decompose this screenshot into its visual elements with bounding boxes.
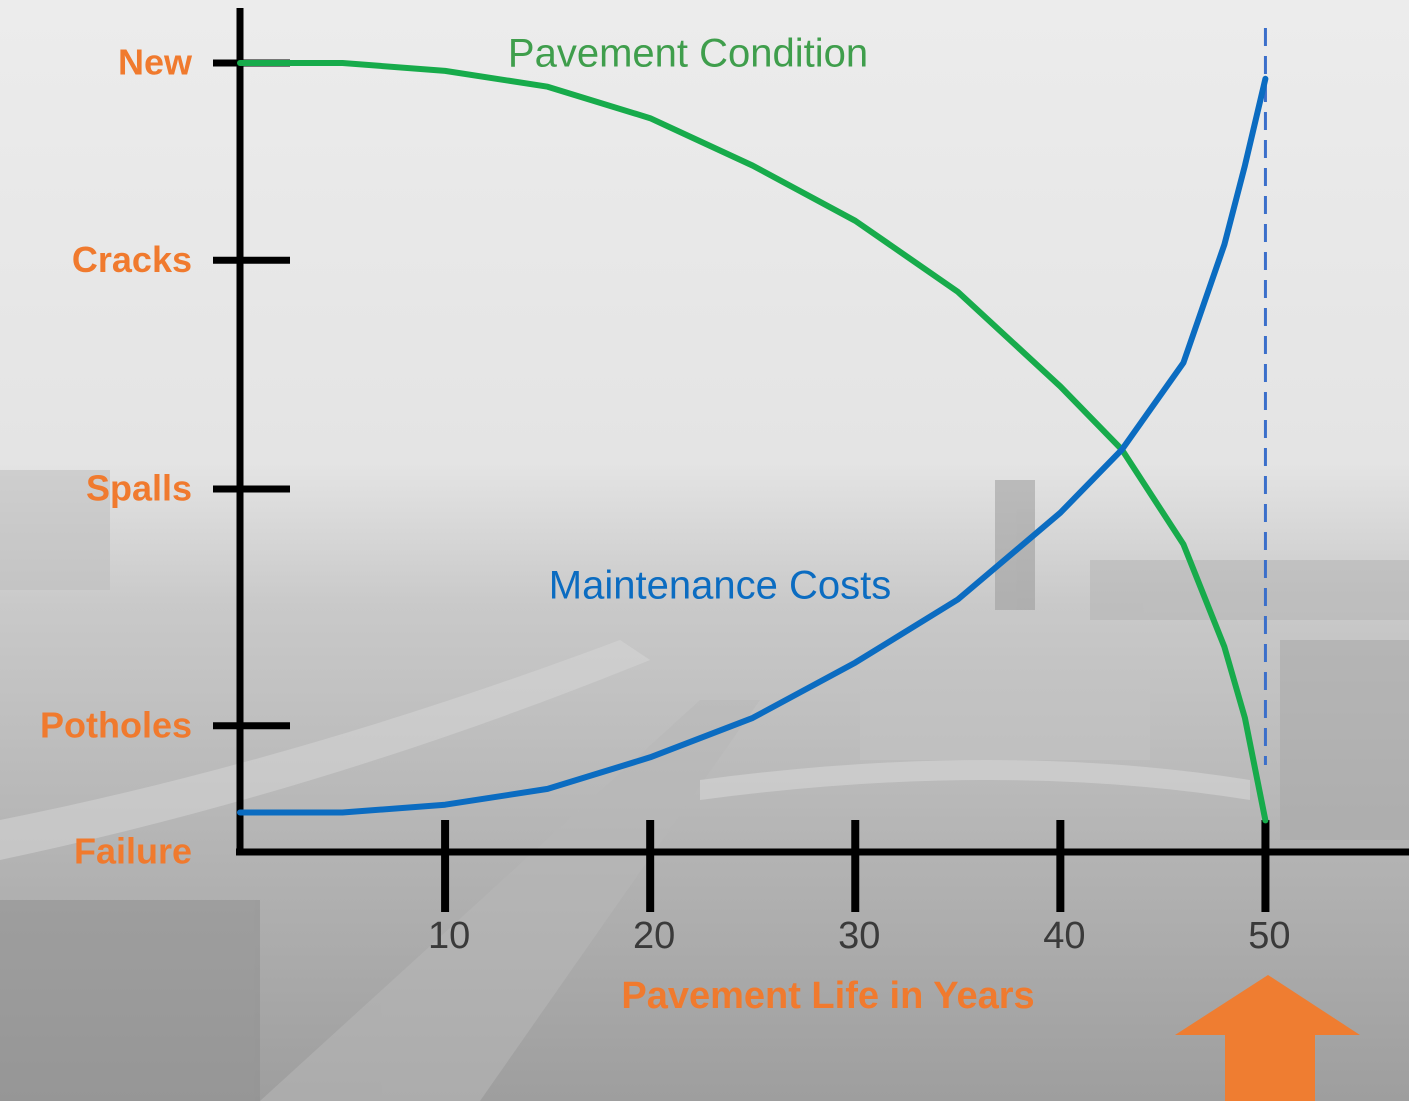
x-tick-label: 30 — [838, 915, 880, 957]
y-tick-label: Failure — [74, 831, 192, 872]
series-label: Maintenance Costs — [549, 564, 891, 608]
y-tick-label: Spalls — [86, 468, 192, 509]
y-tick-label: Potholes — [40, 704, 192, 745]
x-tick-label: 20 — [633, 915, 675, 957]
y-tick-label: Cracks — [72, 239, 192, 280]
series-label: Pavement Condition — [508, 32, 868, 76]
x-axis-title: Pavement Life in Years — [621, 975, 1034, 1017]
x-tick-label: 40 — [1043, 915, 1085, 957]
x-tick-label: 50 — [1248, 915, 1290, 957]
chart: Pavement Life in Years Failure Potholes Sp… — [0, 0, 1409, 1101]
x-tick-label: 10 — [428, 915, 470, 957]
y-tick-label: New — [118, 42, 193, 83]
